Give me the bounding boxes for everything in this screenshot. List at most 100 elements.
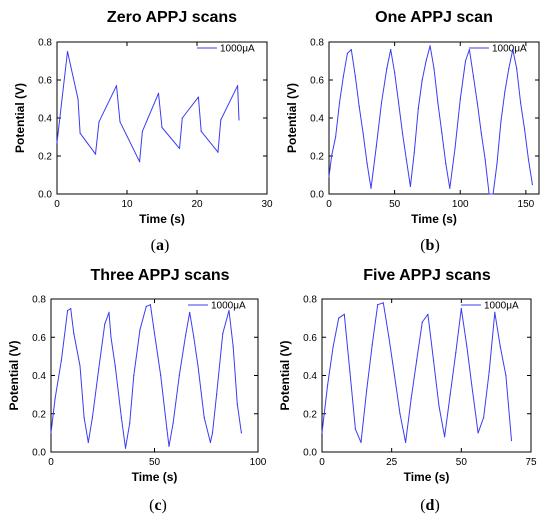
data-point [153, 332, 156, 334]
legend-label: 1000μA [220, 44, 255, 55]
y-tick-label: 0.0 [32, 448, 46, 459]
chart-panel-d: Five APPJ scans 0 25 50 75 0.0 0.2 0.4 0.6 0.8 Tim… [278, 267, 537, 514]
data-point [149, 304, 151, 306]
data-point [328, 176, 330, 178]
chart-panel-b: One APPJ scan 0 50 100 150 0.0 0.2 0.4 0.6 0.8 Tim… [285, 9, 540, 254]
data-point [480, 132, 482, 134]
data-point [438, 405, 440, 407]
data-point [98, 369, 100, 371]
plot-frame [56, 41, 268, 195]
y-tick-label: 0.6 [310, 76, 324, 87]
data-point [484, 159, 486, 161]
chart-title: Zero APPJ scans [107, 9, 237, 26]
series-line [56, 51, 240, 163]
data-point [119, 121, 121, 123]
data-point [398, 102, 400, 104]
data-point [87, 441, 89, 443]
data-point [496, 163, 498, 165]
data-point [477, 432, 479, 434]
panel-label: (d) [420, 497, 440, 514]
data-point [466, 346, 468, 348]
data-point [471, 390, 474, 392]
data-point [238, 119, 240, 121]
data-point [197, 365, 199, 367]
x-tick-label: 30 [261, 199, 273, 210]
data-point [203, 417, 205, 419]
data-point [499, 346, 501, 348]
data-point [380, 102, 383, 104]
data-point [432, 359, 435, 361]
data-point [375, 145, 377, 148]
data-point [429, 45, 431, 47]
data-point [94, 153, 97, 155]
data-point [189, 311, 191, 313]
data-point [524, 128, 526, 130]
data-point [98, 121, 100, 123]
data-point [217, 151, 219, 153]
data-point [472, 75, 474, 77]
data-point [427, 313, 429, 315]
x-tick-label: 0 [326, 199, 332, 210]
data-point [120, 417, 122, 419]
data-point [332, 346, 334, 348]
data-point [338, 317, 340, 319]
data-point [67, 309, 69, 312]
data-point [220, 119, 222, 121]
data-point [354, 75, 356, 77]
data-point [166, 428, 168, 430]
data-point [416, 359, 418, 361]
x-axis-label: Time (s) [404, 470, 450, 484]
data-point [228, 309, 230, 312]
data-point [77, 98, 79, 100]
data-point [386, 68, 388, 70]
x-tick-label: 20 [191, 199, 203, 210]
data-point [382, 302, 384, 304]
data-point [139, 161, 141, 163]
data-point [327, 384, 329, 386]
data-point [388, 336, 390, 338]
data-point [455, 352, 457, 354]
data-point [70, 308, 72, 310]
data-point [390, 49, 392, 51]
data-point [409, 185, 411, 187]
data-point [494, 311, 496, 313]
x-tick-label: 0 [54, 199, 60, 210]
data-point [433, 68, 435, 70]
data-point [60, 359, 63, 361]
x-axis-label: Time (s) [139, 212, 185, 226]
y-tick-label: 0.0 [38, 190, 52, 201]
data-point [393, 374, 396, 377]
data-point [141, 130, 143, 132]
y-tick-label: 0.2 [310, 152, 324, 163]
y-tick-label: 0.8 [38, 38, 52, 49]
data-point [83, 417, 85, 419]
data-point [181, 117, 183, 119]
y-tick-label: 0.6 [32, 333, 46, 344]
data-point [335, 136, 337, 138]
y-tick-label: 0.6 [303, 333, 317, 344]
data-point [172, 422, 174, 424]
data-point [110, 336, 112, 338]
data-point [346, 52, 348, 55]
data-point [421, 321, 423, 323]
data-point [459, 98, 461, 100]
data-point [108, 311, 110, 313]
x-axis-label: Time (s) [411, 212, 457, 226]
data-point [66, 50, 69, 53]
data-point [178, 147, 181, 149]
panel-label: (b) [420, 237, 440, 254]
y-tick-label: 0.2 [32, 409, 46, 420]
data-point [350, 49, 352, 51]
data-point [483, 417, 485, 419]
data-point [240, 432, 242, 434]
data-point [362, 132, 364, 134]
x-tick-label: 25 [386, 457, 398, 468]
data-point [129, 422, 131, 424]
x-tick-label: 100 [452, 199, 469, 210]
x-tick-label: 50 [389, 199, 401, 210]
data-point [216, 394, 218, 396]
data-point [354, 428, 356, 430]
legend-label: 1000μA [211, 301, 246, 312]
data-point [56, 142, 58, 144]
data-point [504, 90, 506, 92]
